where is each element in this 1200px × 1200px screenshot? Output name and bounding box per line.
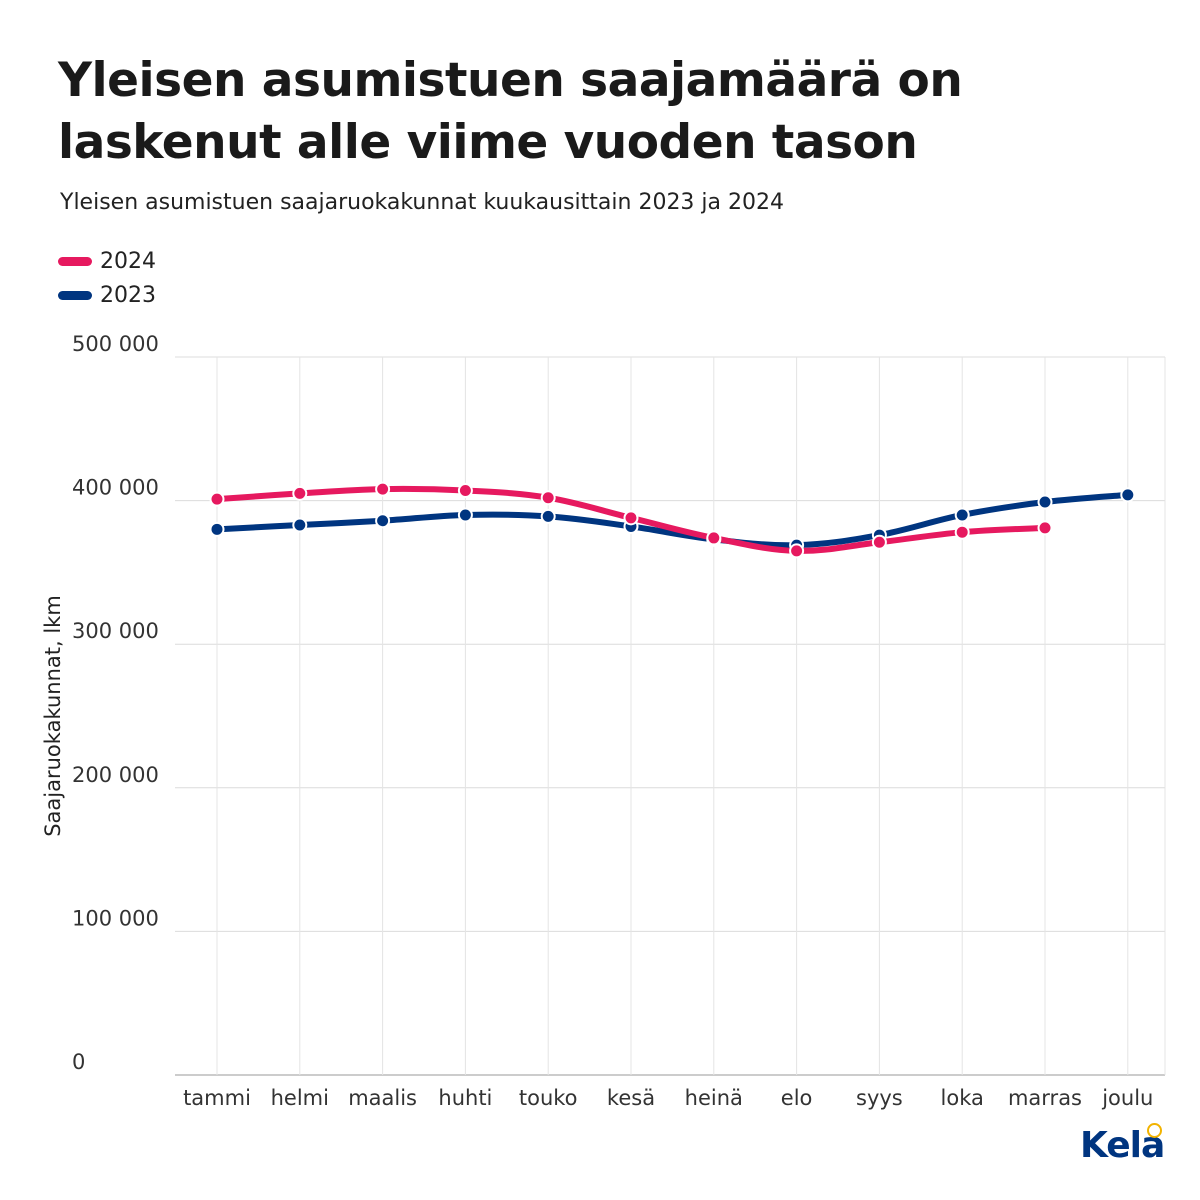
data-point-2024 [457,483,473,499]
x-tick-label: loka [941,1086,984,1110]
y-tick-label: 0 [72,1050,85,1074]
data-point-2023 [457,507,473,523]
legend-label-2024: 2024 [100,248,156,274]
data-point-2024 [209,491,225,507]
y-tick-label: 100 000 [72,906,159,930]
chart-subtitle: Yleisen asumistuen saajaruokakunnat kuuk… [60,190,785,215]
y-tick-label: 200 000 [72,763,159,787]
x-tick-label: helmi [271,1086,329,1110]
y-tick-labels: 0 100 000 200 000 300 000 400 000 500 000 [72,332,159,1074]
x-tick-label: syys [856,1086,903,1110]
data-point-2023 [1120,487,1136,503]
x-tick-label: joulu [1101,1086,1153,1110]
x-tick-label: marras [1008,1086,1082,1110]
data-point-2024 [292,485,308,501]
data-point-2024 [623,510,639,526]
data-point-2023 [1037,494,1053,510]
legend-label-2023: 2023 [100,282,156,308]
x-tick-label: heinä [685,1086,743,1110]
x-tick-label: tammi [183,1086,251,1110]
chart-title: Yleisen asumistuen saajamäärä on laskenu… [58,53,963,170]
x-tick-label: huhti [438,1086,492,1110]
chart-legend: 2024 2023 [58,244,156,312]
x-tick-label: touko [519,1086,578,1110]
kela-logo-badge-icon [1147,1123,1162,1138]
x-tick-label: kesä [607,1086,655,1110]
data-point-2024 [954,524,970,540]
data-point-2024 [1037,520,1053,536]
data-point-2024 [540,490,556,506]
y-tick-label: 300 000 [72,619,159,643]
series-lines [214,485,1131,554]
legend-swatch-2024 [58,256,92,266]
y-axis-title: Saajaruokakunnat, lkm [41,595,65,837]
x-tick-label: maalis [348,1086,417,1110]
x-tick-label: elo [781,1086,813,1110]
data-point-2024 [375,481,391,497]
data-point-2023 [540,508,556,524]
y-tick-label: 500 000 [72,332,159,356]
data-point-2024 [789,543,805,559]
x-tick-labels: tammi helmi maalis huhti touko kesä heinä elo sy… [183,1086,1153,1110]
legend-swatch-2023 [58,290,92,300]
data-point-2024 [706,530,722,546]
series-points [209,481,1136,559]
data-point-2023 [954,507,970,523]
legend-item-2023: 2023 [58,278,156,312]
y-tick-label: 400 000 [72,476,159,500]
data-point-2023 [375,513,391,529]
grid-layer [175,356,1166,1076]
series-line-2023 [214,491,1131,549]
data-point-2023 [209,521,225,537]
data-point-2023 [292,517,308,533]
legend-item-2024: 2024 [58,244,156,278]
data-point-2024 [871,534,887,550]
